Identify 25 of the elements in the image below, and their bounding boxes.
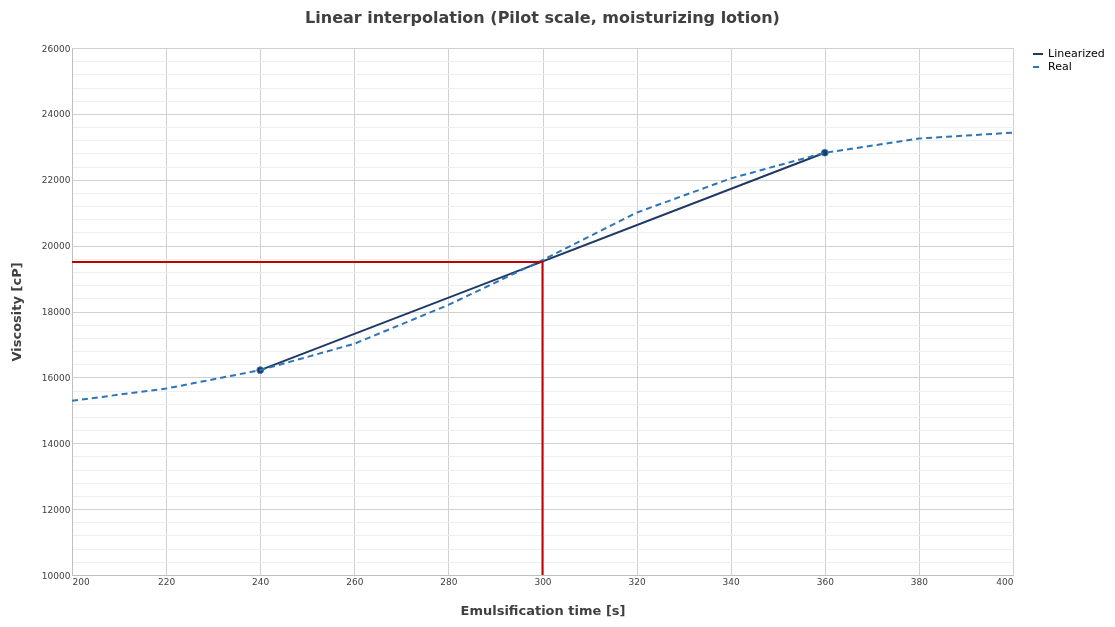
x-tick-label: 220 — [158, 576, 176, 587]
y-tick-label: 10000 — [41, 570, 71, 581]
x-tick-label: 360 — [816, 576, 835, 587]
y-tick-label: 14000 — [41, 438, 71, 449]
y-tick-label: 24000 — [41, 109, 71, 120]
x-tick-label: 320 — [628, 576, 646, 587]
y-tick-label: 20000 — [41, 241, 71, 252]
x-tick-label: 380 — [910, 576, 929, 587]
y-tick-label: 16000 — [41, 372, 71, 383]
x-axis-title: Emulsification time [s] — [460, 602, 626, 618]
y-tick-label: 22000 — [41, 175, 71, 186]
y-tick-label: 26000 — [41, 43, 71, 54]
y-tick-label: 18000 — [41, 307, 71, 317]
x-tick-label: 400 — [996, 576, 1014, 587]
x-tick-label: 300 — [534, 576, 552, 587]
x-tick-label: 240 — [252, 576, 270, 587]
legend-label: Linearized — [1048, 47, 1105, 60]
chart-title: Linear interpolation (Pilot scale, moisturizing lotion) — [305, 8, 780, 27]
x-tick-label: 260 — [346, 576, 364, 587]
legend-label: Real — [1048, 60, 1072, 73]
x-tick-label: 340 — [722, 576, 741, 587]
x-tick-label: 280 — [440, 576, 458, 587]
y-axis-title: Viscosity [cP] — [8, 262, 24, 362]
y-tick-label: 12000 — [41, 504, 71, 515]
x-tick-label: 200 — [72, 576, 90, 587]
